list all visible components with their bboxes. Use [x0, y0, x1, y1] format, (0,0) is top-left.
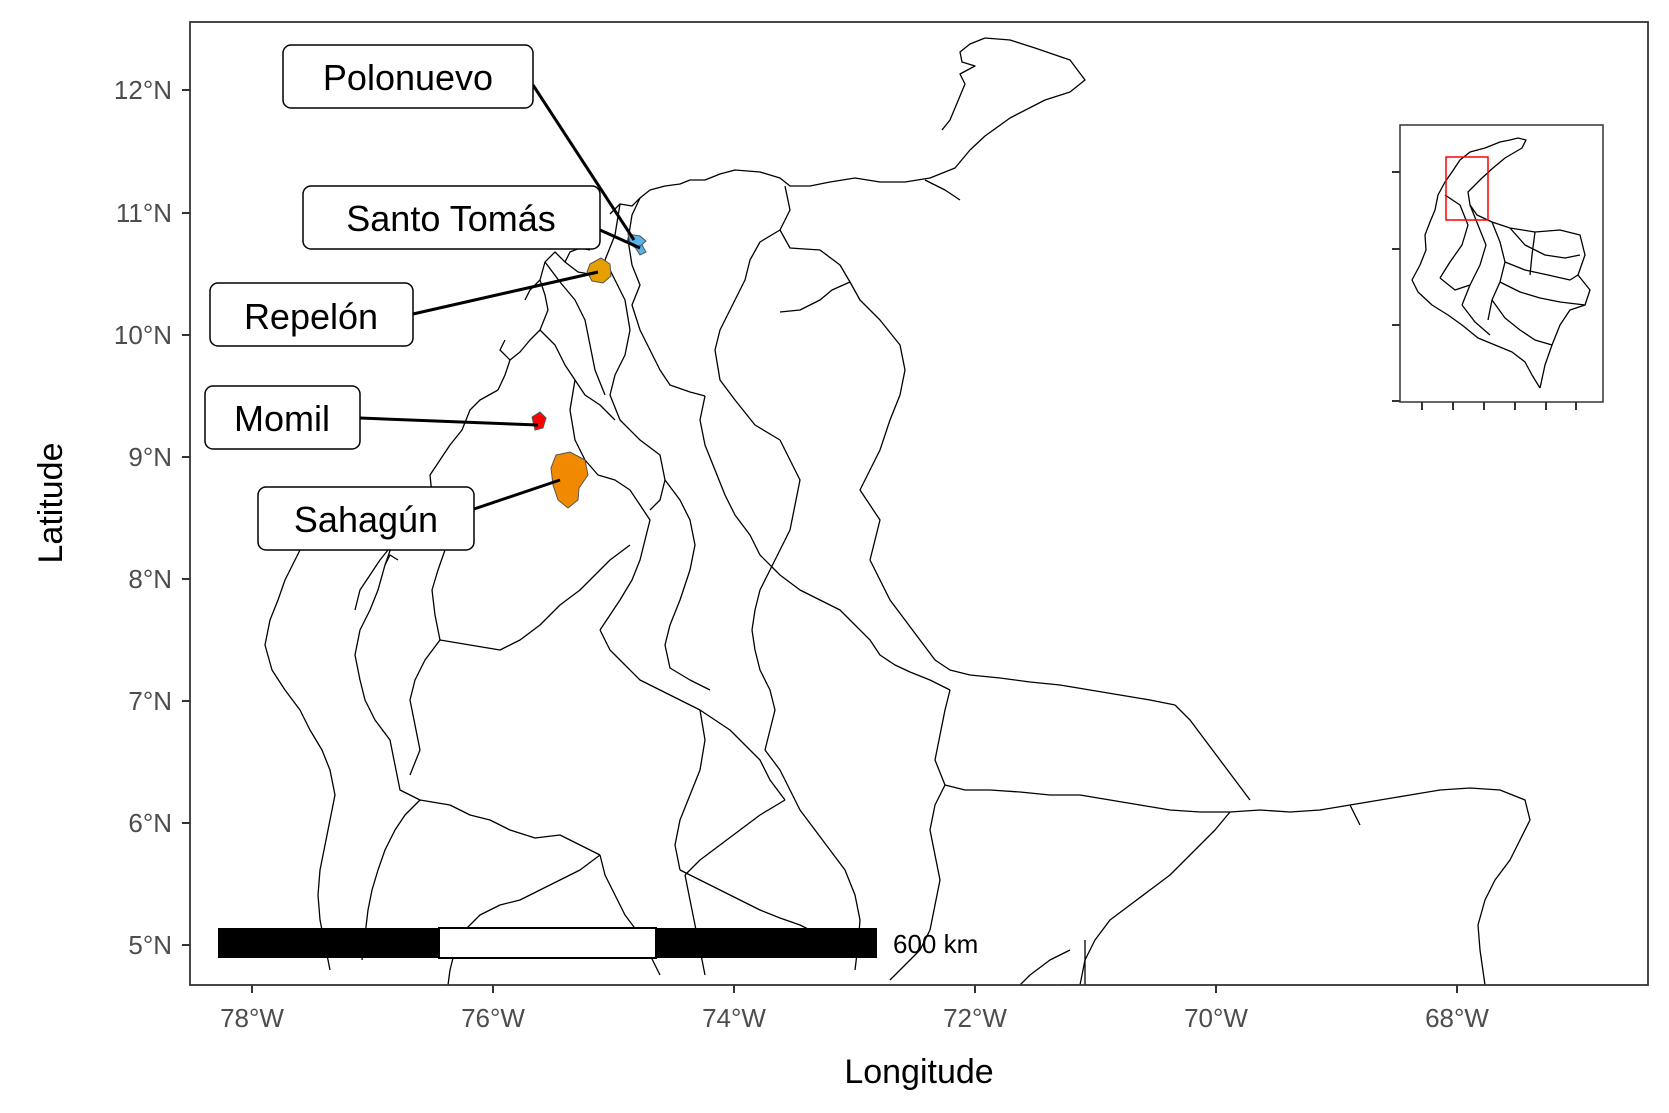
axis-ticks	[182, 89, 1458, 993]
callout-label-santo-tomas: Santo Tomás	[302, 185, 601, 250]
department-border-arauca	[934, 689, 1531, 985]
inset-extent-rectangle	[1445, 156, 1489, 221]
scale-bar-label: 600 km	[893, 929, 978, 959]
callout-lines	[359, 84, 641, 511]
scale-bar-segment	[218, 928, 439, 958]
y-axis-tick-labels: 12°N 11°N 10°N 9°N 8°N 7°N 6°N 5°N	[114, 75, 172, 960]
department-border-magdalena	[779, 185, 851, 313]
x-tick-label: 70°W	[1184, 1003, 1248, 1033]
callout-label-momil: Momil	[204, 385, 361, 450]
inset-map	[1392, 124, 1604, 410]
scale-bar-segment	[656, 928, 877, 958]
x-tick-label: 78°W	[220, 1003, 284, 1033]
x-tick-label: 74°W	[702, 1003, 766, 1033]
y-tick-label: 6°N	[128, 808, 172, 838]
y-tick-label: 12°N	[114, 75, 172, 105]
callout-label-polonuevo: Polonuevo	[282, 44, 534, 109]
department-border-choco	[264, 499, 336, 971]
department-border-santander	[759, 554, 951, 691]
x-tick-label: 72°W	[943, 1003, 1007, 1033]
highlighted-municipalities	[531, 233, 647, 509]
x-tick-label: 76°W	[461, 1003, 525, 1033]
x-tick-label: 68°W	[1425, 1003, 1489, 1033]
department-border-antioquia	[354, 499, 601, 856]
callout-label-repelon: Repelón	[209, 282, 414, 347]
y-tick-label: 10°N	[114, 320, 172, 350]
label-repelon: Repelón	[244, 296, 378, 337]
y-tick-label: 5°N	[128, 930, 172, 960]
scale-bar: 600 km	[218, 927, 978, 959]
y-tick-label: 8°N	[128, 564, 172, 594]
scale-bar-segment	[438, 927, 657, 959]
department-border-cesar	[849, 281, 906, 561]
label-polonuevo: Polonuevo	[323, 57, 493, 98]
municipality-sahagun	[550, 451, 589, 509]
y-tick-label: 7°N	[128, 686, 172, 716]
label-sahagun: Sahagún	[294, 499, 438, 540]
label-momil: Momil	[234, 398, 330, 439]
y-tick-label: 9°N	[128, 442, 172, 472]
label-santo-tomas: Santo Tomás	[346, 198, 555, 239]
x-axis-tick-labels: 78°W 76°W 74°W 72°W 70°W 68°W	[220, 1003, 1489, 1033]
x-axis-title: Longitude	[844, 1053, 993, 1091]
y-tick-label: 11°N	[116, 198, 172, 228]
y-axis-title: Latitude	[32, 443, 70, 564]
callout-label-sahagun: Sahagún	[257, 486, 475, 551]
department-border-la-guajira	[609, 37, 1086, 215]
